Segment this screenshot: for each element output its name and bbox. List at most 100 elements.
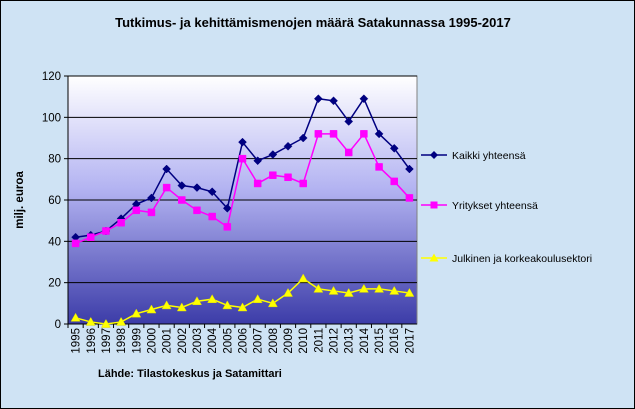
legend-marker [430,151,438,159]
data-point [329,96,338,106]
legend-label: Julkinen ja korkeakoulusektori [452,253,592,265]
y-tick-label: 0 [55,319,61,331]
data-point [375,163,383,171]
x-tick-label: 1998 [116,328,128,354]
data-point [404,287,415,297]
data-point [192,183,202,192]
data-point [223,223,232,231]
data-point [253,179,262,188]
x-tick-label: 2016 [389,328,401,354]
legend-marker [429,253,439,262]
data-point [389,285,400,295]
data-point [389,143,399,153]
data-point [70,312,81,322]
data-point [283,141,293,151]
data-point [116,316,127,326]
data-point [87,233,95,241]
x-tick-label: 2014 [359,327,371,353]
x-tick-label: 2001 [162,328,174,354]
x-tick-label: 1995 [71,328,83,354]
data-point [360,130,368,138]
data-point [117,218,125,227]
series-1 [71,94,414,242]
data-point [177,181,187,190]
data-point [162,183,171,192]
source-note: Lähde: Tilastokeskus ja Satamittari [98,368,282,380]
data-point [359,94,369,104]
data-point [267,298,278,308]
data-point [328,285,339,295]
x-tick-label: 2003 [192,328,204,354]
data-point [192,296,202,306]
y-tick-label: 100 [42,112,61,124]
series-3 [70,273,415,328]
x-tick-label: 2013 [344,328,356,354]
y-tick-label: 40 [48,236,61,248]
y-axis-label: milj. euroa [14,171,26,229]
data-point [162,164,171,174]
data-point [102,227,110,235]
data-point [101,318,111,328]
data-point [390,177,398,186]
data-point [222,203,232,213]
x-tick-label: 2006 [238,328,250,354]
data-point [269,171,277,179]
legend-label: Yritykset yhteensä [452,200,538,212]
data-point [178,196,186,204]
data-point [343,287,354,297]
x-tick-label: 2015 [374,328,386,354]
legend-label: Kaikki yhteensä [452,150,526,162]
data-point [147,193,156,203]
data-point [405,194,414,202]
data-point [238,137,247,147]
data-point [298,273,309,283]
legend-marker [430,201,438,209]
x-tick-label: 2004 [207,327,219,353]
data-point [344,148,353,157]
x-tick-label: 2008 [268,328,280,354]
data-point [253,156,263,166]
series-group [70,94,415,328]
x-tick-label: 2010 [298,328,310,354]
data-point [207,187,217,197]
x-tick-label: 1996 [86,328,98,354]
x-tick-label: 2002 [177,328,189,354]
data-point [374,129,384,139]
x-axis-ticks: 1995 1996 1997 1998 1999 2000 2001 2002 2003 2004… [67,324,416,354]
data-point [283,287,293,297]
data-point [132,206,141,215]
data-point [314,94,323,104]
data-point [146,304,157,314]
data-point [161,300,172,310]
data-point [268,150,278,159]
data-point [329,130,338,138]
data-point [207,294,218,303]
data-point [252,294,263,303]
data-point [299,179,307,188]
data-point [193,206,201,215]
y-tick-label: 20 [48,278,61,290]
data-point [176,302,187,312]
data-point [313,283,324,293]
data-point [147,208,156,217]
chart-title: Tutkimus- ja kehittämismenojen määrä Sat… [115,15,511,30]
data-point [71,239,80,248]
x-tick-label: 2011 [313,328,325,353]
data-point [344,117,354,126]
data-point [222,300,233,310]
data-point [85,316,96,326]
data-point [358,283,369,293]
x-tick-label: 2012 [329,328,341,354]
data-point [131,308,142,318]
series-2 [71,130,414,248]
data-point [298,133,308,143]
x-tick-label: 1999 [131,328,143,354]
y-axis-ticks: 0 20 40 60 80 100 120 [42,71,417,331]
data-point [237,302,248,312]
x-tick-label: 2005 [222,328,234,354]
data-point [405,164,414,174]
legend: Kaikki yhteensä Yritykset yhteensä Julkine… [421,150,592,265]
data-point [238,154,247,163]
